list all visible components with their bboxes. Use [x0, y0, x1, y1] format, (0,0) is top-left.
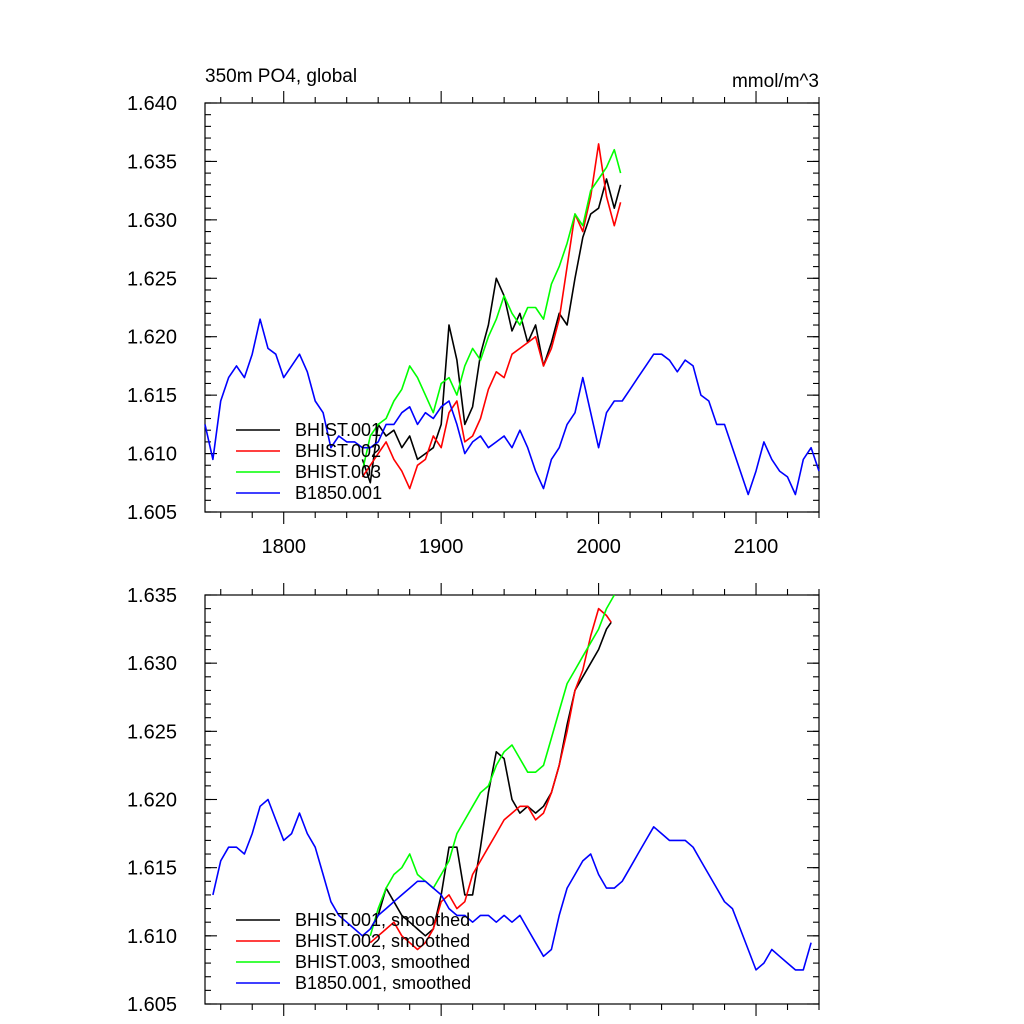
bottom-y-tick-label: 1.610 — [127, 926, 177, 948]
series-line-b1850-001 — [204, 318, 820, 496]
legend-label-b1850-001-smoothed: B1850.001, smoothed — [295, 973, 471, 993]
series-line-bhist-002-smoothed — [369, 607, 612, 951]
bottom-tick-marks — [205, 583, 820, 1016]
series-line-bhist-002 — [361, 143, 622, 490]
top-y-tick-label: 1.625 — [127, 268, 177, 290]
bottom-y-tick-labels: 1.605 1.610 1.615 1.620 1.625 1.630 1.635 — [127, 585, 177, 1016]
series-line-bhist-001 — [361, 178, 622, 484]
legend-label-bhist-002: BHIST.002 — [295, 441, 381, 461]
bottom-y-tick-label: 1.615 — [127, 858, 177, 880]
series-line-b1850-001-smoothed — [212, 798, 812, 971]
top-x-tick-label: 2000 — [576, 536, 621, 558]
legend-label-b1850-001: B1850.001 — [295, 483, 382, 503]
top-chart-title: 350m PO4, global — [205, 66, 357, 87]
top-x-tick-label: 1900 — [419, 536, 464, 558]
top-chart-panel: 350m PO4, global mmol/m^3 1.605 1.610 1.61… — [127, 66, 820, 558]
series-line-bhist-003-smoothed — [369, 594, 615, 937]
top-y-tick-label: 1.635 — [127, 151, 177, 173]
top-y-tick-label: 1.615 — [127, 385, 177, 407]
bottom-y-tick-label: 1.635 — [127, 585, 177, 607]
top-y-tick-label: 1.630 — [127, 210, 177, 232]
series-line-bhist-003 — [361, 148, 622, 472]
bottom-y-tick-label: 1.605 — [127, 994, 177, 1016]
bottom-y-tick-label: 1.625 — [127, 721, 177, 743]
top-y-tick-label: 1.620 — [127, 327, 177, 349]
top-chart-units: mmol/m^3 — [732, 71, 819, 92]
bottom-series-lines — [212, 594, 812, 971]
top-plot-frame — [204, 102, 820, 513]
top-y-tick-label: 1.610 — [127, 444, 177, 466]
top-series-lines — [204, 143, 820, 496]
legend-label-bhist-002-smoothed: BHIST.002, smoothed — [295, 931, 470, 951]
bottom-chart-panel: 1.605 1.610 1.615 1.620 1.625 1.630 1.635 BHIS… — [127, 583, 820, 1016]
top-y-tick-labels: 1.605 1.610 1.615 1.620 1.625 1.630 1.635 1.640 — [127, 93, 177, 524]
legend-label-bhist-001-smoothed: BHIST.001, smoothed — [295, 910, 470, 930]
legend-label-bhist-003-smoothed: BHIST.003, smoothed — [295, 952, 470, 972]
top-x-tick-label: 1800 — [261, 536, 306, 558]
top-y-tick-label: 1.640 — [127, 93, 177, 115]
legend-label-bhist-001: BHIST.001 — [295, 420, 381, 440]
legend-label-bhist-003: BHIST.003 — [295, 462, 381, 482]
top-x-tick-label: 2100 — [734, 536, 779, 558]
top-tick-marks — [205, 91, 820, 524]
bottom-y-tick-label: 1.620 — [127, 790, 177, 812]
bottom-y-tick-label: 1.630 — [127, 653, 177, 675]
top-x-tick-labels: 1800 1900 2000 2100 — [261, 536, 778, 558]
top-y-tick-label: 1.605 — [127, 502, 177, 524]
